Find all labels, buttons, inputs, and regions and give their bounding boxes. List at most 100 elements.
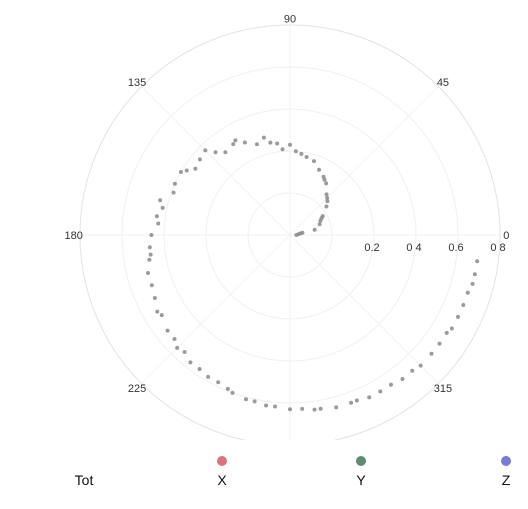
point-z-11	[159, 313, 164, 318]
point-y-4	[299, 151, 304, 156]
point-tot-21	[418, 363, 423, 368]
point-x-14	[197, 367, 202, 372]
point-y-21	[475, 259, 480, 264]
point-tot-7	[261, 135, 266, 140]
point-z-18	[429, 351, 434, 356]
legend-item-z[interactable]: Z	[476, 448, 528, 488]
polar-chart: 04590135180225270315 0.20 40.60 8	[65, 14, 510, 440]
point-y-6	[242, 140, 247, 145]
point-z-8	[172, 181, 177, 186]
point-z-0	[300, 230, 305, 235]
radial-label-0: 0.2	[364, 242, 379, 254]
point-z-17	[388, 382, 393, 387]
point-x-19	[410, 368, 415, 373]
point-x-17	[318, 406, 323, 411]
angle-label-5: 225	[128, 383, 146, 395]
point-y-12	[165, 328, 170, 333]
data-points	[146, 135, 480, 412]
legend-item-y[interactable]: Y	[331, 448, 391, 488]
angle-spoke-5	[141, 234, 291, 384]
point-tot-17	[243, 397, 248, 402]
point-tot-15	[175, 345, 180, 350]
point-tot-8	[233, 138, 238, 143]
point-x-18	[367, 395, 372, 400]
point-z-3	[317, 167, 322, 172]
radial-label-2: 0.6	[448, 242, 463, 254]
point-tot-12	[149, 233, 154, 237]
legend-label-z: Z	[501, 472, 511, 488]
point-tot-9	[203, 148, 208, 153]
radial-labels: 0.2 0 4 0.6 0 8	[364, 242, 505, 254]
radial-label-3: 0 8	[490, 242, 505, 254]
angle-labels: 04590135180225270315	[65, 14, 510, 395]
point-z-16	[349, 400, 354, 405]
polar-grid	[79, 24, 501, 440]
angle-label-7: 315	[434, 383, 452, 395]
point-tot-10	[178, 170, 183, 174]
point-x-9	[171, 190, 176, 195]
point-x-21	[465, 290, 470, 295]
point-z-2	[324, 192, 329, 197]
point-tot-22	[449, 326, 454, 331]
point-z-12	[182, 350, 187, 355]
point-tot-6	[288, 142, 292, 147]
legend-swatch-z	[501, 456, 511, 466]
point-tot-20	[378, 389, 383, 394]
point-tot-18	[288, 407, 292, 412]
angle-label-2: 90	[284, 14, 296, 26]
point-tot-23	[470, 281, 475, 286]
point-z-5	[268, 140, 273, 145]
point-x-16	[272, 404, 277, 409]
point-tot-5	[304, 154, 309, 159]
point-x-3	[324, 181, 329, 186]
legend-swatch-x	[217, 456, 227, 466]
point-x-6	[254, 142, 259, 147]
point-z-4	[293, 149, 298, 154]
point-x-2	[324, 204, 329, 209]
legend-swatch-tot	[79, 456, 89, 466]
point-y-8	[184, 168, 189, 173]
point-x-10	[156, 221, 161, 226]
point-y-9	[160, 205, 165, 210]
point-tot-1	[312, 227, 317, 232]
point-z-1	[319, 216, 324, 221]
point-x-20	[444, 330, 449, 335]
angle-label-3: 135	[128, 77, 146, 89]
point-z-10	[148, 252, 153, 257]
point-x-4	[312, 159, 317, 164]
point-z-19	[455, 314, 460, 319]
point-y-18	[400, 376, 405, 381]
point-x-5	[280, 147, 285, 152]
legend-item-tot[interactable]: Tot	[54, 448, 114, 488]
point-z-14	[252, 399, 257, 404]
angle-spoke-1	[289, 86, 439, 236]
point-x-13	[172, 336, 177, 341]
point-y-11	[149, 283, 154, 288]
point-y-10	[147, 245, 152, 250]
legend-item-x[interactable]: X	[192, 448, 252, 488]
point-x-11	[147, 257, 152, 262]
legend: Tot X Y Z	[0, 448, 528, 508]
point-z-7	[197, 157, 202, 162]
point-z-20	[472, 272, 477, 277]
angle-label-1: 45	[437, 77, 449, 89]
point-z-9	[154, 214, 159, 219]
point-x-15	[230, 390, 235, 395]
angle-spoke-3	[141, 86, 291, 236]
point-y-17	[354, 398, 359, 403]
point-z-15	[300, 406, 305, 411]
point-y-13	[188, 360, 193, 365]
point-y-15	[264, 403, 269, 408]
point-x-1	[317, 222, 322, 227]
point-y-7	[213, 150, 218, 155]
point-y-16	[312, 407, 317, 412]
point-y-19	[437, 341, 442, 346]
point-tot-13	[146, 271, 151, 276]
point-z-13	[216, 380, 221, 385]
angle-spoke-7	[289, 234, 439, 384]
legend-label-y: Y	[356, 472, 366, 488]
legend-label-tot: Tot	[74, 472, 94, 488]
point-tot-16	[206, 374, 211, 379]
angle-label-4: 180	[65, 230, 83, 242]
legend-label-x: X	[217, 472, 227, 488]
